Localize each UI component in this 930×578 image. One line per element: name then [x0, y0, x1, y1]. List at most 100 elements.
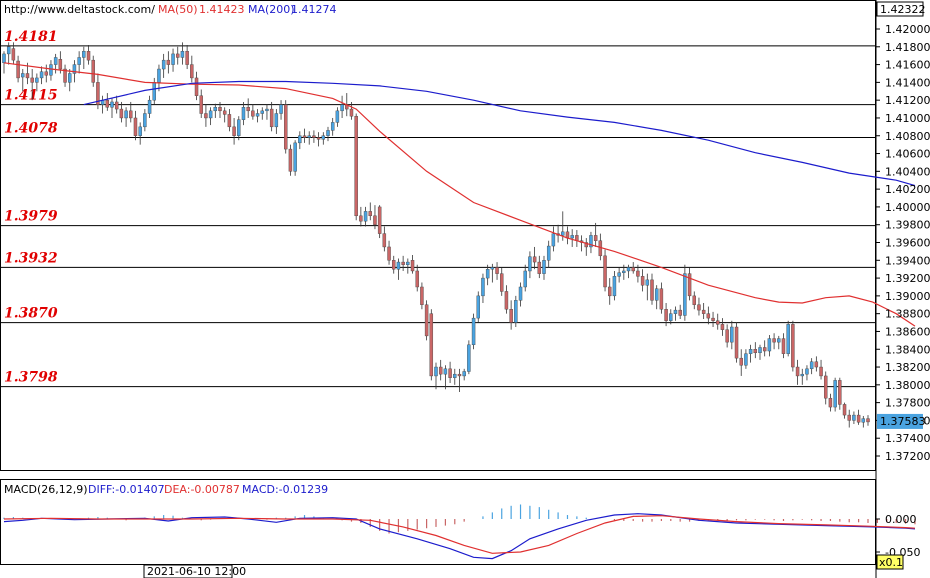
candle-body: [72, 64, 77, 74]
candle-body: [485, 268, 490, 279]
candle-body: [326, 130, 330, 136]
candle-body: [509, 309, 513, 323]
candle-body: [739, 357, 743, 366]
candle-body: [316, 137, 321, 140]
candle-body: [199, 95, 203, 114]
candle-body: [321, 135, 326, 140]
candle-body: [251, 110, 255, 117]
candle-body: [490, 267, 495, 270]
candle-body: [626, 267, 631, 272]
candle-body: [330, 122, 335, 131]
candle-body: [861, 418, 866, 423]
price-tick-label: 1.38600: [885, 325, 930, 338]
candle-body: [293, 142, 297, 172]
candle-body: [82, 51, 86, 58]
price-tick-label: 1.41800: [885, 41, 930, 54]
level-label: 1.4115: [4, 88, 58, 104]
candle-body: [842, 404, 847, 416]
candle-body: [683, 273, 687, 316]
zoom-badge[interactable]: [876, 554, 904, 570]
candle-body: [340, 104, 344, 112]
price-tick-label: 1.42000: [885, 23, 930, 36]
candle-body: [86, 51, 91, 61]
candle-body: [147, 99, 152, 114]
candle-body: [687, 273, 692, 297]
candle-body: [659, 288, 664, 310]
candle-body: [584, 242, 588, 248]
zoom-label: x0.1: [879, 556, 903, 569]
candle-body: [307, 135, 311, 138]
ma200-line: [83, 80, 916, 187]
candle-body: [129, 110, 133, 119]
time-label: 2021-06-10 12:00: [147, 565, 246, 578]
candle-body: [762, 347, 767, 352]
top-price: 1.42322: [880, 3, 926, 16]
candle-body: [438, 366, 443, 375]
candle-body: [636, 270, 640, 277]
candle-body: [523, 270, 527, 288]
candle-body: [561, 231, 565, 236]
macd-dea-line: [3, 515, 916, 554]
candle-body: [481, 277, 485, 297]
candle-body: [255, 113, 260, 117]
candle-body: [833, 380, 837, 408]
candle-body: [349, 108, 354, 117]
top-price-box: [876, 1, 924, 17]
candle-body: [551, 233, 556, 247]
price-tick-label: 1.41000: [885, 112, 930, 125]
macd-value: MACD:-0.01239: [242, 483, 328, 496]
candle-body: [429, 313, 434, 377]
ma200-value: 1.41274: [291, 3, 337, 16]
candle-body: [401, 261, 405, 265]
candle-body: [828, 397, 833, 408]
price-tick-label: 1.38000: [885, 379, 930, 392]
candle-body: [44, 71, 48, 76]
candle-body: [260, 110, 264, 114]
candle-body: [434, 366, 438, 377]
candle-body: [781, 338, 786, 354]
candle-body: [222, 110, 227, 115]
candle-body: [457, 373, 462, 377]
candle-body: [744, 353, 748, 366]
candle-body: [443, 368, 448, 375]
candle-body: [21, 73, 25, 78]
candle-body: [406, 261, 410, 265]
price-tick-label: 1.39200: [885, 272, 930, 285]
candle-body: [758, 347, 762, 354]
price-axis-ticks: 1.42000 1.41800 1.41600 1.41400 1.41200 1.410…: [876, 23, 930, 463]
candle-body: [25, 73, 30, 79]
candle-body: [363, 211, 368, 222]
candle-body: [161, 59, 166, 70]
candle-body: [152, 82, 156, 101]
candle-body: [420, 286, 424, 305]
candle-body: [265, 108, 269, 112]
price-tick-label: 1.37800: [885, 397, 930, 410]
candle-body: [213, 107, 218, 112]
candle-body: [542, 260, 546, 274]
candle-body: [180, 51, 185, 58]
candle-body: [382, 233, 387, 248]
candle-body: [532, 256, 537, 263]
macd-dea: DEA:-0.00787: [164, 483, 240, 496]
candle-body: [114, 101, 119, 110]
price-panel: [0, 0, 876, 471]
candle-body: [143, 113, 147, 128]
candle-body: [734, 326, 739, 359]
candle-body: [35, 77, 39, 83]
candle-body: [622, 270, 626, 273]
candle-body: [377, 206, 382, 234]
candle-body: [631, 267, 635, 272]
candle-body: [171, 53, 175, 65]
candle-body: [711, 317, 715, 321]
candle-body: [227, 114, 232, 128]
price-tick-label: 1.40600: [885, 148, 930, 161]
candle-body: [476, 295, 480, 319]
ma50-label: MA(50): [158, 3, 198, 16]
candle-body: [448, 368, 452, 378]
level-label: 1.3932: [4, 250, 58, 266]
candle-body: [777, 338, 781, 343]
candle-body: [866, 418, 870, 423]
candle-body: [396, 261, 401, 270]
macd-tick-label: 0.000: [885, 513, 917, 526]
